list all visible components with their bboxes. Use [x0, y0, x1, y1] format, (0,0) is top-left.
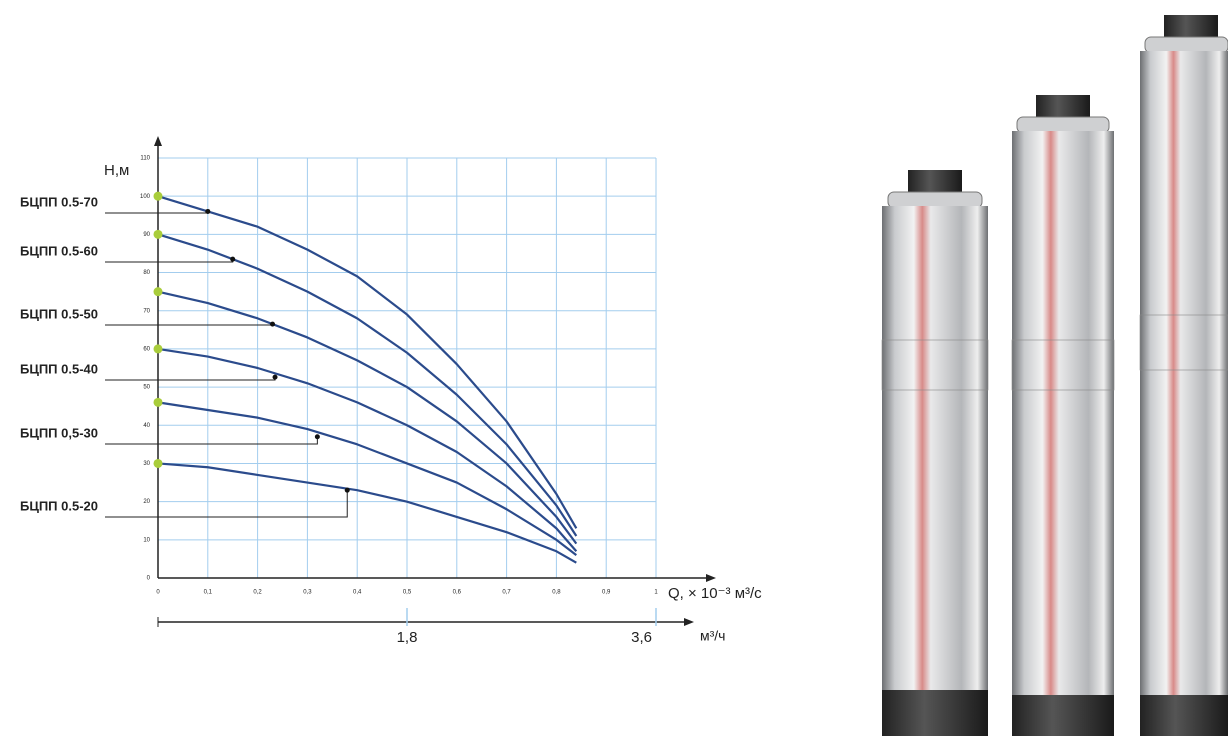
- pump: [881, 170, 989, 736]
- y-tick-label: 50: [143, 385, 150, 391]
- curve: [157, 195, 578, 529]
- leader-line: [105, 377, 276, 381]
- pumps: [881, 15, 1228, 736]
- label-point: [272, 374, 278, 380]
- leader-line: [105, 436, 318, 445]
- y-tick-label: 80: [143, 270, 150, 276]
- start-point: [153, 191, 163, 201]
- curve: [157, 233, 578, 537]
- y-tick-label: 100: [140, 194, 151, 200]
- y-tick-label: 90: [143, 232, 150, 238]
- start-point: [153, 344, 163, 354]
- x-tick-label: 0,4: [353, 590, 362, 596]
- y-tick-label: 70: [143, 308, 150, 314]
- curve: [157, 401, 577, 556]
- pump: [1139, 15, 1228, 736]
- curve: [157, 347, 578, 552]
- start-point: [153, 458, 163, 468]
- x2-tick-label: 1,8: [397, 629, 418, 646]
- series-label: БЦПП 0.5-70: [20, 194, 98, 209]
- label-point: [205, 208, 211, 214]
- y-tick-label: 60: [143, 346, 150, 352]
- label-point: [230, 256, 236, 262]
- x-tick-label: 0,2: [253, 590, 262, 596]
- x-tick-label: 0: [156, 590, 160, 596]
- start-point: [153, 287, 163, 297]
- label-point: [344, 487, 350, 493]
- leader-line: [105, 211, 209, 214]
- x-tick-label: 0,9: [602, 590, 611, 596]
- leader-line: [105, 324, 274, 326]
- pump: [1011, 95, 1115, 736]
- label-point: [270, 321, 276, 327]
- x-tick-label: 0,7: [502, 590, 511, 596]
- y-tick-label: 40: [143, 423, 150, 429]
- x-tick-label: 0,8: [552, 590, 561, 596]
- leader-line: [105, 490, 348, 518]
- x-axis-label: Q, × 10⁻³ м³/с: [668, 585, 762, 602]
- start-point: [153, 229, 163, 239]
- y-tick-label: 0: [147, 576, 151, 582]
- series-label: БЦПП 0.5-60: [20, 243, 98, 258]
- series-label: БЦПП 0.5-40: [20, 361, 98, 376]
- y-axis-label: Н,м: [104, 162, 129, 179]
- curve: [157, 462, 577, 564]
- y-tick-label: 30: [143, 461, 150, 467]
- y-tick-label: 20: [143, 499, 150, 505]
- x-tick-label: 0,1: [204, 590, 213, 596]
- series-label: БЦПП 0,5-30: [20, 425, 98, 440]
- arrow: [706, 574, 716, 582]
- x-tick-label: 0,6: [453, 590, 462, 596]
- x2-axis-label: м³/ч: [700, 628, 725, 644]
- x-tick-label: 0,3: [303, 590, 312, 596]
- x-tick-label: 0,5: [403, 590, 412, 596]
- label-point: [314, 434, 320, 440]
- arrow: [684, 618, 694, 626]
- curve: [157, 290, 578, 545]
- y-tick-label: 110: [140, 156, 150, 162]
- x-tick-label: 1: [654, 590, 658, 596]
- x2-tick-label: 3,6: [631, 629, 652, 646]
- arrow: [154, 136, 162, 146]
- series-label: БЦПП 0.5-50: [20, 306, 98, 321]
- start-point: [153, 397, 163, 407]
- y-tick-label: 10: [143, 537, 150, 543]
- leader-line: [105, 259, 234, 263]
- series-label: БЦПП 0.5-20: [20, 498, 98, 513]
